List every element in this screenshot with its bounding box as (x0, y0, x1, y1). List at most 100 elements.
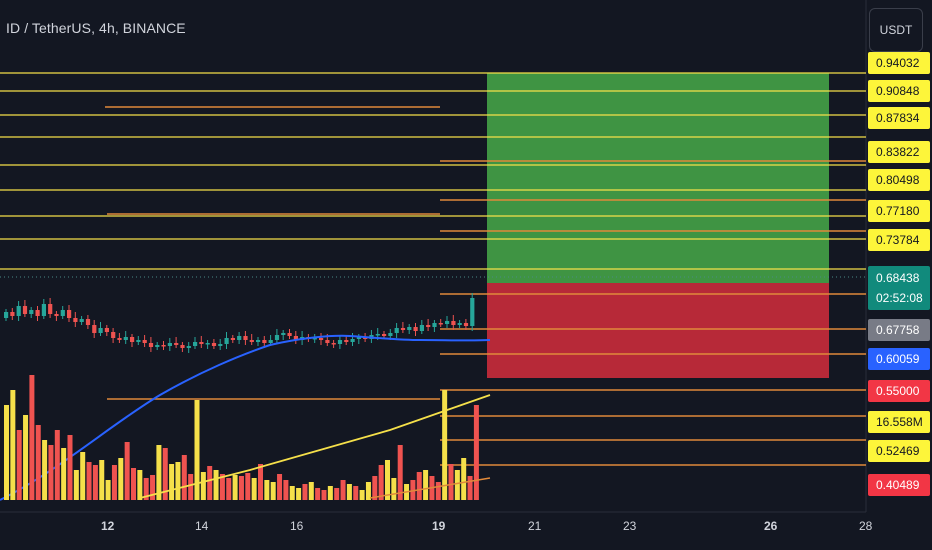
volume-bar (207, 466, 213, 500)
time-tick-label: 26 (764, 519, 778, 533)
candle (29, 310, 34, 314)
volume-bar (99, 460, 105, 500)
volume-bar (169, 464, 175, 500)
candle (16, 306, 21, 316)
candle (92, 325, 97, 333)
moving-average-line (0, 334, 491, 501)
volume-bar (48, 445, 54, 500)
volume-bar (219, 474, 225, 500)
volume-bar (397, 445, 403, 500)
price-label-value: 0.94032 (876, 56, 920, 70)
candle (281, 333, 286, 335)
volume-bar (308, 482, 314, 500)
volume-bar (188, 474, 194, 500)
price-label: 0.40489 (868, 474, 930, 496)
volume-bar (143, 478, 149, 500)
profit-zone (487, 73, 829, 283)
volume-bar (416, 472, 422, 500)
volume-bar (175, 462, 181, 500)
candle (319, 338, 324, 340)
candle (237, 336, 242, 340)
volume-bar (42, 440, 48, 500)
volume-bar (105, 480, 111, 500)
candle (413, 327, 418, 331)
volume-bar (194, 400, 200, 500)
time-tick-label: 23 (623, 519, 637, 533)
volume-bar (467, 476, 473, 500)
volume-bar (296, 488, 302, 500)
candle (10, 312, 15, 316)
volume-bar (238, 476, 244, 500)
volume-bar (283, 480, 289, 500)
volume-bar (302, 484, 308, 500)
volume-bar (61, 448, 67, 500)
volume-bar (137, 470, 143, 500)
candle (85, 319, 91, 325)
volume-bar (340, 480, 346, 500)
price-label-value: 0.67758 (876, 323, 920, 337)
volume-bar (200, 472, 206, 500)
time-tick-label: 14 (195, 519, 209, 533)
price-label-value: 16.558M (876, 415, 923, 429)
volume-bar (245, 473, 251, 500)
price-label-value: 0.83822 (876, 145, 920, 159)
candle (224, 338, 229, 344)
candle (35, 310, 40, 316)
candle (268, 340, 273, 343)
volume-bar (258, 464, 263, 500)
volume-bar (156, 445, 162, 500)
chart-title: ID / TetherUS, 4h, BINANCE (6, 20, 186, 36)
candle (249, 340, 254, 342)
candle (22, 306, 28, 314)
price-label: 0.60059 (868, 348, 930, 370)
volume-bar (54, 430, 60, 500)
volume-bar (232, 475, 238, 500)
volume-trend-line (139, 394, 491, 499)
candle (199, 342, 204, 344)
candle (445, 321, 450, 324)
volume-bar (365, 482, 371, 500)
volume-bar (16, 430, 22, 500)
candle (457, 323, 462, 325)
price-label: 0.80498 (868, 169, 930, 191)
volume-bar (150, 475, 156, 500)
price-label: 0.90848 (868, 80, 930, 102)
candle (274, 335, 280, 340)
volume-bar (277, 474, 283, 500)
candle (325, 340, 330, 343)
volume-bar (29, 375, 35, 500)
volume-bar (23, 415, 29, 500)
volume-bar (10, 390, 16, 500)
volume-bar (454, 470, 460, 500)
candle (54, 314, 59, 316)
price-label-value: 0.73784 (876, 233, 920, 247)
price-label: 0.67758 (868, 319, 930, 341)
volume-bar (448, 464, 454, 500)
volume-bar (67, 435, 73, 500)
candle (148, 343, 154, 347)
price-label-value: 0.55000 (876, 384, 920, 398)
candle (394, 328, 399, 333)
volume-bar (118, 458, 124, 500)
volume-bar (86, 462, 92, 500)
volume-bar (4, 405, 9, 500)
volume-trend-line (369, 477, 491, 499)
time-tick-label: 19 (432, 519, 446, 533)
volume-bar (359, 490, 365, 500)
candle (218, 344, 223, 346)
volume-bar (473, 405, 479, 500)
volume-bar (346, 484, 352, 500)
price-label: 0.87834 (868, 107, 930, 129)
currency-button[interactable]: USDT (869, 8, 923, 52)
volume-bar (111, 465, 117, 500)
candle (463, 323, 469, 326)
volume-bar (270, 482, 276, 500)
volume-bar (92, 465, 98, 500)
volume-bar (213, 470, 219, 500)
volume-bar (391, 478, 397, 500)
volume-bar (327, 486, 333, 500)
volume-bar (181, 455, 187, 500)
volume-bar (80, 452, 86, 500)
candle (312, 338, 317, 340)
